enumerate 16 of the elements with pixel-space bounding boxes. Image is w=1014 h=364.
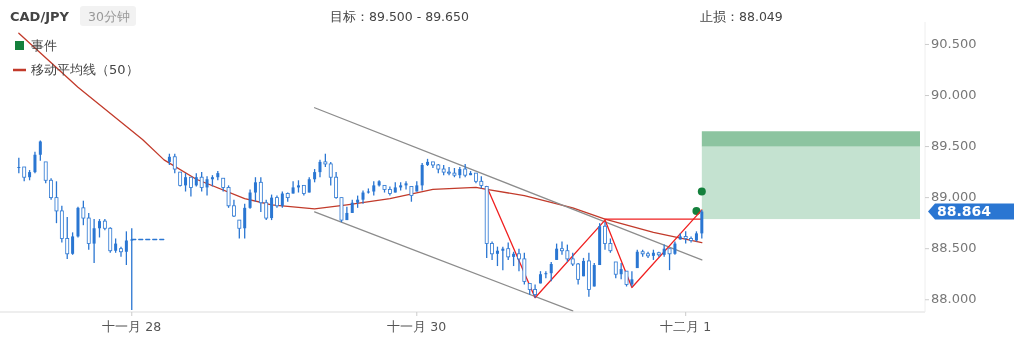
y-tick-label: 90.500 [931, 35, 977, 51]
y-tick-label: 88.500 [931, 240, 977, 256]
chart-subtitle: 30分钟 [88, 9, 130, 24]
x-tick-label: 十二月 1 [660, 319, 712, 334]
x-tick-label: 十一月 30 [387, 319, 447, 334]
y-tick-label: 89.000 [931, 189, 977, 205]
chart-title: CAD/JPY [10, 9, 70, 24]
y-tick-label: 88.000 [931, 291, 977, 307]
y-tick-label: 90.000 [931, 87, 977, 103]
legend-label: 事件 [31, 37, 57, 53]
annotation: 目标：89.500 - 89.650 [330, 9, 469, 24]
text: 88.864 [937, 202, 992, 219]
annotation: 止损：88.049 [700, 9, 783, 24]
x-tick-label: 十一月 28 [102, 319, 162, 334]
y-tick-label: 89.500 [931, 138, 977, 154]
legend-label: 移动平均线（50） [31, 61, 139, 77]
